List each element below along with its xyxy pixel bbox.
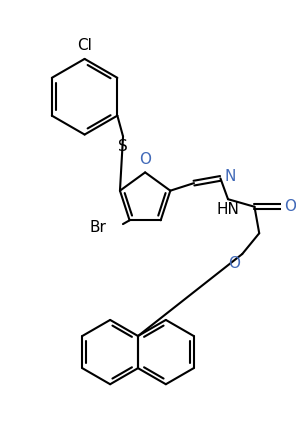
Text: O: O: [228, 256, 240, 271]
Text: S: S: [118, 139, 128, 154]
Text: O: O: [284, 199, 296, 214]
Text: Br: Br: [89, 220, 106, 235]
Text: Cl: Cl: [77, 38, 92, 53]
Text: N: N: [224, 169, 236, 184]
Text: O: O: [139, 152, 151, 167]
Text: HN: HN: [217, 202, 239, 217]
